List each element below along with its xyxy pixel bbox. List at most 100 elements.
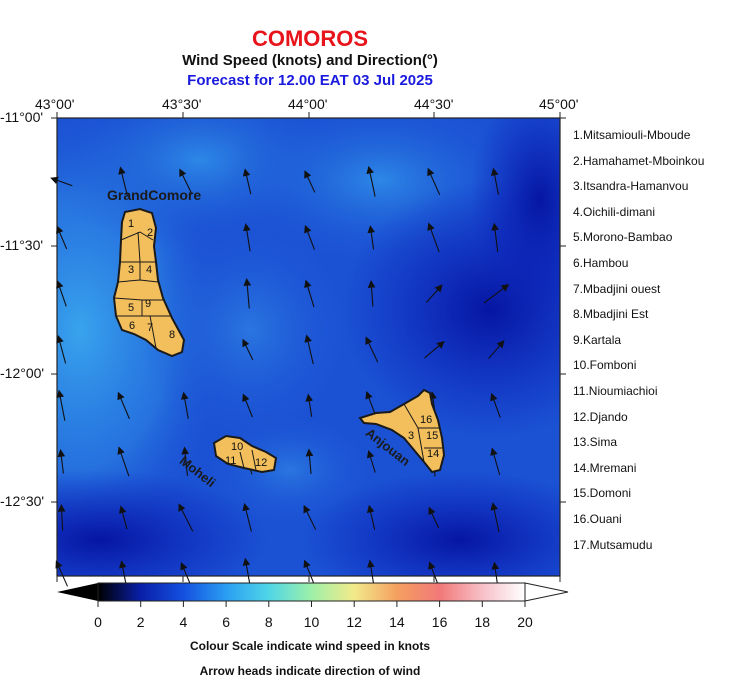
wind-arrow	[56, 280, 67, 307]
axis-ticks	[51, 112, 566, 582]
lat-label-11-30: -11°30'	[0, 237, 44, 253]
wind-arrow	[56, 334, 67, 364]
wind-arrow	[304, 224, 315, 250]
wind-arrow	[428, 561, 439, 586]
wind-arrow	[491, 222, 499, 252]
lon-label-44-00: 44°00'	[288, 96, 328, 112]
grand-comore-island	[112, 207, 186, 358]
wind-arrow	[55, 560, 68, 587]
wind-arrow	[56, 389, 66, 421]
wind-arrow	[57, 449, 66, 474]
colorbar-scale	[98, 583, 525, 601]
wind-arrow	[366, 165, 376, 197]
wind-arrow	[490, 447, 501, 476]
wind-arrow	[181, 391, 189, 419]
colorbar-tick-label: 4	[179, 614, 188, 630]
colorbar-tick-label: 10	[303, 614, 320, 630]
region-number: 4	[146, 264, 153, 276]
region-legend-item: 11.Nioumiachioi	[573, 384, 658, 398]
colorbar-tick-label: 16	[431, 614, 448, 630]
wind-arrow	[367, 225, 376, 250]
lat-label-12-30: -12°30'	[0, 493, 45, 509]
region-legend-item: 4.Oichili-dimani	[573, 204, 656, 219]
wind-arrows	[50, 165, 510, 589]
wind-arrow	[427, 167, 441, 196]
grand-comore-label: GrandComore	[107, 187, 202, 203]
wind-arrow	[305, 448, 314, 475]
region-number: 7	[147, 322, 154, 334]
wind-arrow	[118, 166, 129, 197]
wind-arrow	[425, 284, 443, 303]
region-number: 14	[427, 448, 440, 460]
wind-arrow	[490, 167, 500, 195]
region-legend-item: 6.Hambou	[573, 256, 629, 270]
region-legend-item: 13.Sima	[573, 435, 618, 450]
region-number: 15	[426, 430, 439, 442]
colorbar-min-arrow	[57, 583, 98, 601]
colorbar-tick-label: 14	[389, 614, 405, 630]
wind-arrow	[117, 391, 130, 420]
region-number: 5	[128, 302, 135, 314]
region-number: 2	[147, 227, 154, 239]
region-number: 10	[231, 441, 244, 453]
wind-arrow	[117, 446, 130, 477]
colorbar-tick-label: 6	[222, 614, 230, 630]
wind-arrow	[178, 503, 194, 532]
region-number: 9	[145, 298, 152, 310]
anjouan-island	[358, 388, 446, 474]
wind-arrow	[365, 336, 379, 363]
region-number: 8	[169, 329, 176, 341]
lat-label-12-00: -12°00'	[0, 365, 45, 381]
region-number: 3	[408, 430, 415, 442]
forecast-time: Forecast for 12.00 EAT 03 Jul 2025	[187, 72, 433, 89]
region-legend-item: 15.Domoni	[573, 486, 632, 501]
lon-label-44-30: 44°30'	[414, 96, 454, 112]
region-number: 12	[255, 457, 268, 469]
wind-arrow	[366, 504, 376, 530]
wind-speed-field	[57, 118, 560, 576]
region-legend-item: 14.Mremani	[573, 460, 637, 475]
wind-arrow	[488, 340, 505, 360]
wind-arrow	[242, 168, 252, 195]
wind-arrow	[303, 504, 317, 530]
region-legend-item: 8.Mbadjini Est	[573, 307, 649, 322]
moheli-island	[212, 434, 278, 474]
wind-arrow	[427, 222, 440, 253]
region-legend-item: 5.Morono-Bambao	[573, 230, 673, 245]
region-legend-item: 3.Itsandra-Hamanvou	[573, 179, 689, 194]
wind-arrow	[57, 503, 66, 531]
lon-label-43-30: 43°30'	[162, 96, 202, 112]
colorbar-tick-label: 0	[94, 614, 102, 630]
colour-scale-caption: Colour Scale indicate wind speed in knot…	[189, 639, 431, 653]
wind-arrow	[242, 502, 252, 532]
region-legend-item: 10.Fomboni	[573, 358, 637, 373]
lat-label-11-00: -11°00'	[0, 109, 44, 125]
colorbar-tick-label: 18	[474, 614, 491, 630]
colorbar-tick-label: 2	[136, 614, 145, 630]
wind-arrow	[490, 392, 501, 418]
colorbar-tick-label: 20	[517, 614, 533, 630]
wind-arrow	[179, 168, 193, 195]
wind-arrow	[304, 170, 316, 193]
wind-arrow	[424, 340, 445, 359]
wind-arrow	[305, 393, 314, 417]
wind-arrow	[243, 278, 252, 309]
region-number: 3	[128, 264, 135, 276]
wind-arrow	[119, 560, 127, 587]
colorbar	[57, 582, 569, 607]
map-title: COMOROS	[251, 26, 369, 51]
region-legend-item: 1.Mitsamiouli-Mboude	[573, 128, 691, 142]
colorbar-tick-label: 12	[346, 614, 362, 630]
wind-arrow	[366, 450, 376, 473]
wind-arrow	[56, 225, 68, 250]
wind-arrow	[243, 223, 251, 252]
wind-arrow	[367, 279, 376, 307]
region-legend-item: 17.Mutsamudu	[573, 537, 653, 552]
region-number: 1	[128, 218, 135, 230]
map-subtitle: Wind Speed (knots) and Direction(°)	[182, 52, 438, 69]
wind-arrow	[242, 393, 254, 418]
wind-arrow	[118, 505, 128, 530]
wind-arrow	[180, 561, 191, 585]
wind-arrow	[242, 338, 254, 361]
